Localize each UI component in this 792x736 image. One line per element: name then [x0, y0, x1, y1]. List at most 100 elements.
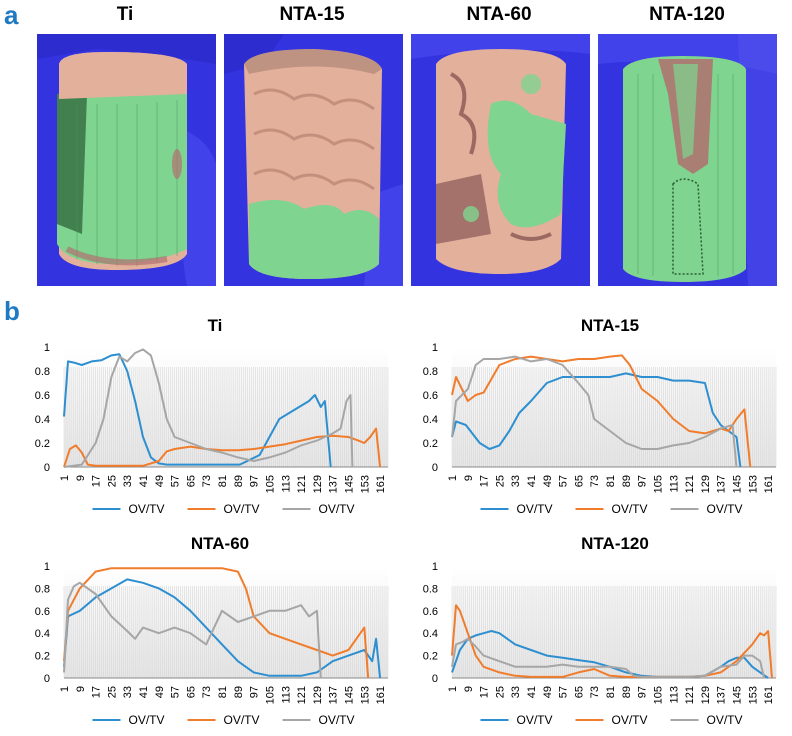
x-tick-label: 89 [621, 686, 633, 698]
x-tick-label: 97 [637, 686, 649, 698]
x-tick-label: 17 [91, 475, 103, 487]
x-tick-label: 25 [106, 686, 118, 698]
x-tick-label: 161 [763, 475, 775, 493]
x-tick-label: 1 [447, 475, 459, 481]
y-tick-label: 0.2 [423, 438, 438, 450]
legend-label-2: OV/TV [612, 502, 648, 516]
y-tick-label: 0.2 [423, 651, 438, 663]
chart-title-ti: Ti [207, 316, 223, 335]
hatch-lines [451, 367, 777, 467]
series-line-3 [451, 637, 766, 679]
legend-label-3: OV/TV [319, 713, 355, 727]
x-tick-label: 113 [280, 686, 292, 704]
series-line-1 [63, 578, 382, 679]
y-tick-label: 1 [432, 561, 438, 573]
x-tick-label: 33 [122, 475, 134, 487]
legend-label-2: OV/TV [224, 713, 260, 727]
legend-label-1: OV/TV [129, 502, 165, 516]
hatch-lines [63, 586, 389, 678]
image-title-nta15: NTA-15 [279, 4, 345, 25]
chart-ti: 00.20.40.60.811 9 17 25 33 41 49 57 65 73 81 89 97 10… [35, 342, 389, 516]
x-tick-label: 9 [463, 686, 475, 692]
x-tick-label: 81 [217, 475, 229, 487]
x-tick-label: 137 [328, 686, 340, 704]
x-tick-label: 1 [59, 475, 71, 481]
x-tick-label: 73 [589, 475, 601, 487]
panel-b-label: b [4, 296, 20, 326]
x-tick-label: 33 [122, 686, 134, 698]
x-tick-label: 113 [668, 686, 680, 704]
x-tick-label: 73 [201, 475, 213, 487]
x-tick-label: 137 [716, 475, 728, 493]
x-tick-label: 137 [328, 475, 340, 493]
legend-label-3: OV/TV [707, 502, 743, 516]
y-tick-label: 0 [44, 673, 50, 685]
x-tick-label: 153 [747, 686, 759, 704]
x-tick-label: 57 [558, 475, 570, 487]
x-tick-label: 33 [510, 686, 522, 698]
x-tick-label: 145 [343, 686, 355, 704]
x-tick-label: 41 [138, 475, 150, 487]
x-tick-label: 25 [494, 686, 506, 698]
series-line-3 [451, 355, 738, 468]
x-tick-label: 49 [542, 686, 554, 698]
x-tick-label: 73 [589, 686, 601, 698]
x-tick-label: 65 [185, 475, 197, 487]
x-tick-label: 89 [233, 475, 245, 487]
image-title-nta120: NTA-120 [649, 4, 725, 25]
legend-label-1: OV/TV [517, 713, 553, 727]
x-tick-label: 121 [684, 686, 696, 704]
y-tick-label: 0.6 [35, 606, 50, 618]
x-tick-label: 129 [700, 475, 712, 493]
chart-nta60: 00.20.40.60.811 9 17 25 33 41 49 57 65 73 81 89 97 10… [35, 561, 389, 727]
y-tick-label: 0.4 [35, 414, 50, 426]
x-tick-label: 153 [359, 686, 371, 704]
x-tick-label: 1 [447, 686, 459, 692]
chart-title-nta120: NTA-120 [581, 534, 649, 553]
x-tick-label: 73 [201, 686, 213, 698]
x-tick-label: 17 [91, 686, 103, 698]
series-line-1 [451, 372, 742, 468]
x-tick-label: 9 [463, 475, 475, 481]
x-tick-label: 49 [154, 475, 166, 487]
series-line-2 [63, 567, 370, 679]
y-tick-label: 1 [44, 561, 50, 573]
implant-scan-ti [37, 34, 216, 286]
x-tick-label: 41 [526, 686, 538, 698]
x-tick-label: 97 [249, 686, 261, 698]
x-tick-label: 153 [747, 475, 759, 493]
legend-label-1: OV/TV [517, 502, 553, 516]
x-tick-label: 121 [684, 475, 696, 493]
x-tick-label: 49 [154, 686, 166, 698]
x-tick-label: 105 [264, 475, 276, 493]
x-tick-label: 121 [296, 686, 308, 704]
x-tick-label: 153 [359, 475, 371, 493]
panel-a-label: a [4, 0, 19, 30]
x-tick-label: 9 [75, 686, 87, 692]
series-line-2 [63, 427, 382, 468]
y-tick-label: 0.6 [423, 390, 438, 402]
implant-cylinder-nta15 [244, 49, 382, 279]
y-tick-label: 0.8 [423, 366, 438, 378]
x-tick-label: 105 [264, 686, 276, 704]
x-tick-label: 97 [637, 475, 649, 487]
x-tick-label: 129 [700, 686, 712, 704]
x-tick-label: 17 [479, 475, 491, 487]
y-tick-label: 0.4 [35, 628, 50, 640]
y-tick-label: 1 [44, 342, 50, 354]
chart-title-nta15: NTA-15 [580, 316, 640, 335]
series-line-3 [63, 348, 354, 468]
y-tick-label: 0 [44, 462, 50, 474]
chart-nta15: 00.20.40.60.811 9 17 25 33 41 49 57 65 73 81 89 97 10… [423, 342, 777, 516]
x-tick-label: 105 [652, 475, 664, 493]
x-tick-label: 9 [75, 475, 87, 481]
image-title-nta60: NTA-60 [466, 4, 532, 25]
x-tick-label: 129 [312, 686, 324, 704]
hatch-lines [451, 586, 777, 678]
x-tick-label: 145 [343, 475, 355, 493]
y-tick-label: 0.8 [423, 583, 438, 595]
legend-label-1: OV/TV [129, 713, 165, 727]
x-tick-label: 137 [716, 686, 728, 704]
x-tick-label: 161 [763, 686, 775, 704]
y-tick-label: 0.8 [35, 583, 50, 595]
